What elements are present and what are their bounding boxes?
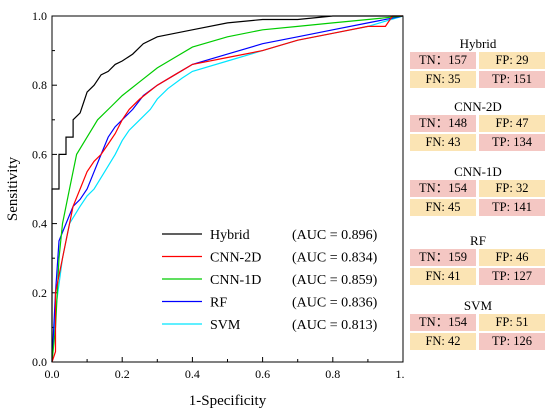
cm-cnn-2d: CNN-2D TN：148 FP: 47 FN: 43 TP: 134 — [410, 99, 546, 151]
legend-label: SVM — [210, 318, 241, 333]
legend-label: CNN-1D — [210, 273, 261, 288]
y-tick-label: 1.0 — [32, 9, 47, 23]
cm-fp: FP: 51 — [479, 314, 545, 331]
cm-fp: FP: 32 — [479, 180, 545, 197]
cm-title: SVM — [463, 298, 493, 313]
x-tick-label: 1.0 — [396, 367, 406, 381]
cm-tn: TN：154 — [410, 314, 476, 331]
cm-fp: FP: 29 — [479, 52, 545, 69]
cm-fn: FN: 41 — [410, 268, 476, 285]
cm-tn: TN：157 — [410, 52, 476, 69]
cm-fp: FP: 46 — [479, 249, 545, 266]
cm-fn: FN: 43 — [410, 134, 476, 151]
cm-tn: TN：159 — [410, 249, 476, 266]
cm-title: Hybrid — [459, 36, 497, 51]
cm-hybrid: Hybrid TN：157 FP: 29 FN: 35 TP: 151 — [410, 36, 546, 88]
cm-tp: TP: 141 — [479, 199, 545, 216]
x-axis-ticks: 0.0 0.2 0.4 0.6 0.8 1.0 — [45, 357, 406, 381]
legend-label: Hybrid — [210, 228, 250, 243]
cm-fn: FN: 45 — [410, 199, 476, 216]
cm-fn: FN: 35 — [410, 71, 476, 88]
cm-rf: RF TN：159 FP: 46 FN: 41 TP: 127 — [410, 233, 546, 285]
cm-tn: TN：148 — [410, 115, 476, 132]
x-axis-label: 1-Specificity — [189, 393, 267, 409]
legend-label: RF — [210, 296, 227, 311]
x-tick-label: 0.0 — [45, 367, 60, 381]
roc-chart: 0.0 0.2 0.4 0.6 0.8 1.0 0.0 0.2 0.4 0.6 0.8 1.0 1-… — [5, 9, 406, 409]
cm-tn: TN：154 — [410, 180, 476, 197]
cm-title: CNN-1D — [454, 164, 502, 179]
cm-fn: FN: 42 — [410, 333, 476, 350]
x-tick-label: 0.6 — [255, 367, 270, 381]
legend-auc: (AUC = 0.836) — [292, 296, 378, 311]
y-axis-label: Sensitivity — [5, 156, 21, 221]
roc-curve-cnn-1d — [51, 15, 404, 363]
cm-fp: FP: 47 — [479, 115, 545, 132]
cm-tp: TP: 127 — [479, 268, 545, 285]
cm-tp: TP: 151 — [479, 71, 545, 88]
x-tick-label: 0.8 — [325, 367, 340, 381]
y-tick-label: 0.2 — [32, 286, 47, 300]
legend-auc: (AUC = 0.896) — [292, 228, 378, 243]
cm-title: RF — [470, 233, 486, 248]
y-tick-label: 0.0 — [32, 355, 47, 369]
legend: Hybrid (AUC = 0.896) CNN-2D (AUC = 0.834) CN… — [162, 228, 378, 333]
cm-title: CNN-2D — [454, 99, 502, 114]
legend-label: CNN-2D — [210, 251, 261, 266]
cm-tp: TP: 134 — [479, 134, 545, 151]
y-tick-label: 0.8 — [32, 78, 47, 92]
legend-auc: (AUC = 0.859) — [292, 273, 378, 288]
y-axis-ticks: 0.0 0.2 0.4 0.6 0.8 1.0 — [32, 9, 57, 369]
legend-auc: (AUC = 0.834) — [292, 251, 378, 266]
roc-curve-cnn-2d — [51, 15, 403, 363]
x-tick-label: 0.4 — [185, 367, 200, 381]
cm-tp: TP: 126 — [479, 333, 545, 350]
x-tick-label: 0.2 — [115, 367, 130, 381]
legend-auc: (AUC = 0.813) — [292, 318, 378, 333]
roc-curves — [51, 15, 404, 363]
roc-curve-hybrid — [51, 15, 403, 362]
y-tick-label: 0.6 — [32, 147, 47, 161]
cm-cnn-1d: CNN-1D TN：154 FP: 32 FN: 45 TP: 141 — [410, 164, 546, 216]
y-tick-label: 0.4 — [32, 217, 47, 231]
cm-svm: SVM TN：154 FP: 51 FN: 42 TP: 126 — [410, 298, 546, 350]
